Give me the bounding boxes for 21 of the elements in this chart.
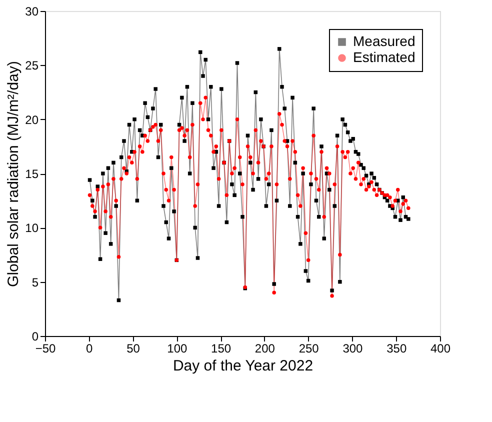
x-tick-label: 350 (386, 342, 407, 356)
y-tick-label: 5 (32, 275, 39, 290)
x-tick-label: 250 (298, 342, 320, 356)
y-tick-label: 30 (25, 4, 39, 18)
x-tick-label: 100 (167, 342, 188, 356)
x-tick-label: 300 (342, 342, 364, 356)
x-tick-label: 400 (430, 342, 451, 356)
x-tick-label: 50 (126, 342, 140, 356)
x-tick-label: −50 (35, 342, 56, 356)
y-tick-label: 10 (25, 221, 39, 236)
x-tick-label: 200 (254, 342, 276, 356)
x-tick-label: 0 (86, 342, 94, 356)
x-axis-title: Day of the Year 2022 (172, 358, 314, 374)
y-axis-title: Global solar radiation (MJ/m²/day) (5, 61, 22, 287)
legend-label: Measured (353, 33, 416, 49)
x-tick-label: 150 (211, 342, 232, 356)
legend-label: Estimated (353, 49, 416, 65)
y-tick-label: 20 (25, 112, 39, 127)
y-tick-label: 25 (25, 58, 39, 73)
y-tick-label: 0 (32, 330, 39, 344)
y-tick-label: 15 (25, 167, 39, 181)
